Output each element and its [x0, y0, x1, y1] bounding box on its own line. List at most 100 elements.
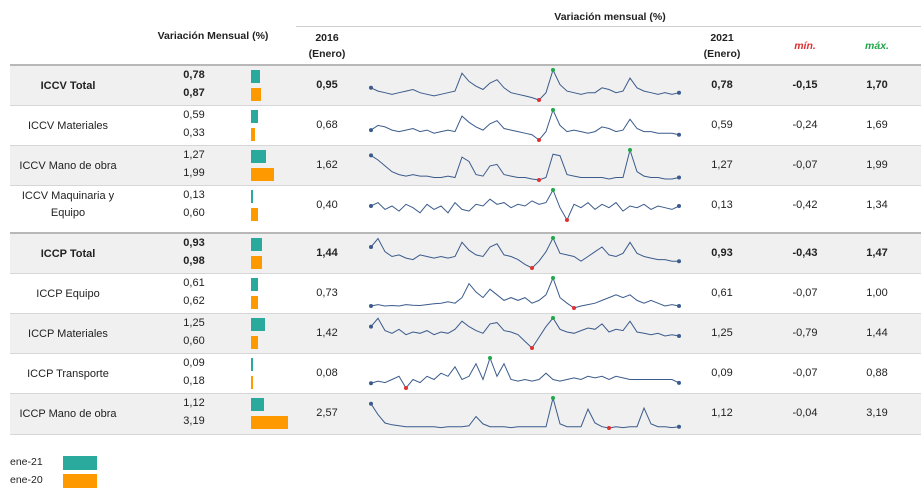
table-row: ICCP Transporte	[10, 354, 921, 394]
sparkline-first-point	[369, 401, 373, 406]
row-separator	[10, 185, 921, 186]
sparkline-last-point	[677, 380, 681, 385]
header-2021: 2021	[710, 32, 734, 44]
value-ene21: 1,27	[183, 149, 205, 161]
row-separator	[10, 393, 921, 394]
value-2016: 2,57	[316, 407, 338, 419]
row-label: ICCV Total	[40, 80, 96, 92]
bar-ene20	[251, 376, 254, 389]
value-2021: 0,13	[711, 199, 733, 211]
header-2016-sub: (Enero)	[308, 48, 346, 60]
value-2021: 0,78	[711, 79, 733, 91]
sparkline	[370, 188, 680, 222]
sparkline	[370, 397, 680, 429]
value-2016: 1,42	[316, 327, 338, 339]
sparkline-max-point	[551, 188, 555, 192]
sparkline-max-point	[551, 396, 555, 400]
header-bottom-rule	[10, 64, 921, 66]
value-2016: 0,95	[316, 79, 338, 91]
value-2021: 1,27	[711, 159, 733, 171]
header-min: mín.	[794, 40, 816, 52]
sparkline-min-point	[537, 138, 541, 142]
sparkline-min-point	[565, 218, 569, 222]
value-min: -0,43	[792, 247, 818, 259]
bar-ene21	[251, 110, 258, 123]
value-max: 0,88	[866, 367, 888, 379]
sparkline-min-point	[530, 266, 534, 270]
value-ene21: 1,25	[183, 317, 205, 329]
table-row: ICCV Maquinaria y Equipo	[10, 186, 921, 226]
value-min: -0,15	[792, 79, 818, 91]
value-ene20: 1,99	[183, 167, 205, 179]
sparkline-min-point	[537, 178, 541, 182]
row-separator	[10, 434, 921, 435]
sparkline-min-point	[607, 426, 611, 430]
value-min: -0,07	[792, 287, 818, 299]
table-row: ICCP Materiales	[10, 314, 921, 354]
sparkline	[370, 356, 680, 389]
header-variacion-mensual-pct: Variación Mensual (%)	[157, 30, 269, 42]
value-ene21: 0,61	[183, 277, 205, 289]
sparkline-max-point	[551, 276, 555, 280]
sparkline-max-point	[628, 148, 632, 152]
bar-ene20	[251, 88, 262, 101]
value-ene21: 0,59	[183, 109, 205, 121]
sparkline	[370, 236, 679, 269]
value-ene20: 3,19	[183, 415, 205, 427]
bar-ene20	[251, 336, 258, 349]
value-2016: 0,73	[316, 287, 338, 299]
value-2016: 1,62	[316, 159, 338, 171]
sparkline	[370, 276, 680, 309]
sparkline-max-point	[551, 108, 555, 112]
value-max: 1,34	[866, 199, 888, 211]
value-ene20: 0,87	[183, 87, 205, 99]
value-min: -0,04	[792, 407, 818, 419]
row-label: ICCV Materiales	[27, 120, 109, 132]
sparkline-last-point	[677, 304, 681, 308]
row-label: ICCP Materiales	[28, 328, 108, 340]
value-max: 1,00	[866, 287, 888, 299]
value-ene21: 0,78	[183, 69, 205, 81]
sparkline-min-point	[572, 306, 576, 310]
value-ene21: 0,93	[183, 237, 205, 249]
sparkline-first-point	[369, 204, 373, 208]
value-min: -0,07	[792, 159, 818, 171]
header-max: máx.	[865, 40, 889, 52]
sparkline-max-point	[551, 236, 555, 240]
value-2021: 0,59	[711, 119, 733, 131]
legend-swatch-ene21	[63, 456, 97, 470]
value-min: -0,07	[792, 367, 818, 379]
value-max: 3,19	[866, 407, 888, 419]
sparkline-max-point	[488, 356, 492, 360]
sparkline-first-point	[369, 324, 373, 329]
sparkline-last-point	[677, 424, 681, 429]
sparkline-max-point	[551, 68, 555, 72]
sparkline-first-point	[369, 85, 373, 90]
sparkline-first-point	[369, 245, 373, 249]
row-label: ICCP Total	[40, 248, 96, 260]
value-2016: 0,08	[316, 367, 338, 379]
row-separator	[10, 105, 921, 106]
value-max: 1,70	[866, 79, 888, 91]
table-row: ICCP Equipo	[10, 274, 921, 314]
sparkline-first-point	[369, 153, 373, 158]
legend-label-ene21: ene-21	[10, 456, 43, 468]
row-separator	[10, 313, 921, 314]
row-separator	[10, 232, 921, 234]
table-row: ICCV Materiales	[10, 106, 921, 146]
value-2021: 0,09	[711, 367, 733, 379]
table-row: ICCP Total	[10, 234, 921, 274]
value-2021: 1,25	[711, 327, 733, 339]
row-label: ICCV Maquinaria y Equipo	[21, 190, 115, 219]
sparkline-min-point	[404, 386, 408, 390]
sparkline-min-point	[537, 98, 541, 102]
value-ene20: 0,98	[183, 255, 205, 267]
sparkline-last-point	[677, 259, 681, 264]
value-ene20: 0,62	[183, 295, 205, 307]
sparkline-first-point	[369, 128, 373, 133]
bar-ene20	[251, 296, 259, 309]
table-row: ICCP Mano de obra	[10, 394, 921, 434]
bar-ene21	[251, 70, 261, 83]
legend-swatch-ene20	[63, 474, 97, 488]
sparkline-last-point	[677, 204, 681, 208]
